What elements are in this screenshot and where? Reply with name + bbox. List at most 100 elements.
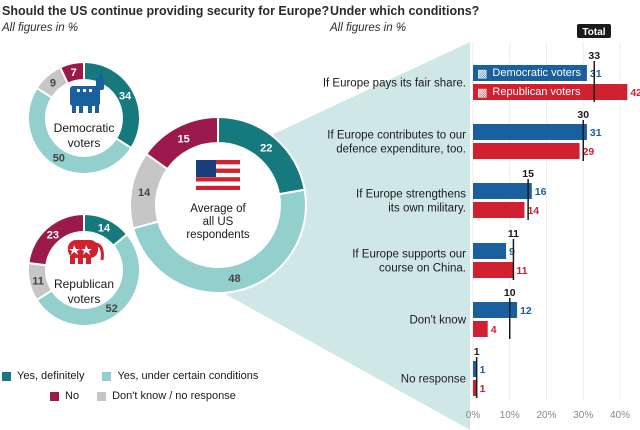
- legend-republican: ▩ Republican voters: [473, 84, 585, 100]
- bar-democratic-value: 12: [520, 305, 532, 317]
- bar-tick-label: 20%: [536, 410, 556, 421]
- donut-legend: Yes, definitely Yes, under certain condi…: [2, 370, 332, 402]
- average-label-line: respondents: [186, 229, 250, 241]
- total-header: Total: [577, 24, 611, 38]
- total-value: 1: [474, 346, 480, 358]
- republican-donut-slice-label: 52: [106, 303, 118, 315]
- bar-republican-value: 11: [516, 265, 527, 277]
- democratic-voters-label-line1: Democratic voters: [54, 121, 115, 150]
- voter-label-line: voters: [68, 136, 101, 150]
- bar-democratic: [473, 243, 507, 259]
- bar-category-label-line: If Europe strengthens: [356, 189, 466, 201]
- bar-democratic: [473, 361, 477, 377]
- legend-swatch-dont-know: [97, 391, 107, 401]
- bar-democratic: [473, 302, 518, 318]
- bar-category-label-line: defence expenditure, too.: [336, 144, 466, 156]
- legend-item-yes-definitely: Yes, definitely: [2, 370, 84, 382]
- legend-label-dont-know: Don't know / no response: [112, 390, 236, 402]
- bar-category-label-line: If Europe pays its fair share.: [323, 78, 466, 90]
- democratic-donut-slice-label: 50: [53, 153, 65, 165]
- donut-to-bars-connector: [218, 42, 470, 430]
- republican-legend-icon: ▩: [477, 86, 488, 99]
- bar-category-label: Don't know: [409, 315, 466, 327]
- donut-charts: 34 50 9 7 14 52 11 23 22 48 14 15: [27, 60, 307, 327]
- bar-democratic: [473, 124, 587, 140]
- bar-tick-label: 10%: [500, 410, 520, 421]
- bar-republican: [473, 321, 488, 337]
- bar-tick-label: 0%: [466, 410, 481, 421]
- bar-republican-value: 29: [583, 146, 595, 158]
- democratic-donut-slice: [27, 86, 133, 175]
- bar-republican-value: 14: [527, 205, 539, 217]
- average-label-line: Average of: [190, 203, 246, 215]
- total-value: 15: [522, 168, 534, 180]
- average-donut-slice: [131, 188, 307, 294]
- bar-republican-value: 4: [491, 324, 497, 336]
- legend-label-yes-conditions: Yes, under certain conditions: [117, 370, 259, 382]
- average-donut-slice-label: 22: [260, 143, 272, 155]
- legend-swatch-no: [50, 391, 59, 401]
- average-donut-slice-label: 14: [138, 187, 151, 199]
- legend-democratic-label: Democratic voters: [492, 67, 582, 79]
- total-value: 10: [504, 287, 516, 299]
- voter-label-line: Republican: [54, 277, 114, 291]
- left-chart-subtitle: All figures in %: [2, 22, 79, 34]
- average-donut-slice-label: 15: [178, 133, 190, 145]
- legend-swatch-yes-conditions: [102, 371, 112, 381]
- republican-donut-slice: [27, 212, 85, 267]
- democratic-donut-slice-label: 34: [119, 90, 132, 102]
- bar-democratic: [473, 183, 532, 199]
- democratic-donut-slice-label: 7: [71, 67, 77, 79]
- bar-category-label-line: its own military.: [388, 203, 466, 215]
- average-donut: 22 48 14 15: [129, 115, 307, 294]
- bar-democratic-value: 16: [535, 186, 547, 198]
- average-donut-slice: [144, 115, 219, 171]
- republican-donut: 14 52 11 23: [27, 212, 141, 327]
- bar-democratic-value: 31: [590, 68, 602, 80]
- bar-republican: [473, 262, 514, 278]
- bar-republican: [473, 143, 580, 159]
- legend-item-yes-conditions: Yes, under certain conditions: [102, 370, 258, 382]
- democratic-donut-center: [47, 81, 121, 155]
- bar-category-label-line: No response: [401, 374, 466, 386]
- bar-category-label-line: Don't know: [409, 315, 466, 327]
- us-flag-icon: [196, 160, 240, 190]
- democrat-donkey-icon: [70, 70, 104, 113]
- right-chart-title: Under which conditions?: [330, 4, 480, 18]
- republican-donut-slice: [35, 232, 141, 327]
- legend-swatch-yes-definitely: [2, 371, 11, 381]
- republican-donut-slice-label: 23: [47, 230, 59, 242]
- bar-category-label-line: If Europe contributes to our: [327, 130, 466, 142]
- bar-republican: [473, 202, 525, 218]
- left-chart-title: Should the US continue providing securit…: [2, 4, 330, 18]
- bar-republican-value: 42: [630, 87, 640, 99]
- bar-category-label: If Europe strengthens its own military.: [356, 189, 466, 215]
- republican-elephant-icon: [68, 240, 104, 264]
- bar-republican-value: 1: [480, 383, 486, 395]
- bar-category-label: If Europe pays its fair share.: [323, 78, 466, 90]
- bar-republican: [473, 380, 477, 396]
- bar-category-label-line: course on China.: [379, 263, 466, 275]
- voter-label-line: voters: [68, 292, 101, 306]
- legend-republican-label: Republican voters: [492, 86, 581, 98]
- republican-donut-slice-label: 14: [98, 222, 111, 234]
- democrat-legend-icon: ▩: [477, 67, 488, 80]
- bar-category-label: No response: [401, 374, 466, 386]
- total-header-label: Total: [582, 27, 605, 38]
- voter-label-line: Democratic: [54, 121, 115, 135]
- average-label: Average of all US respondents: [186, 203, 250, 241]
- total-value: 30: [577, 109, 589, 121]
- bar-tick-label: 30%: [573, 410, 593, 421]
- republican-voters-label: Republican voters: [54, 277, 114, 306]
- democratic-donut-slice: [58, 60, 85, 85]
- average-label-line: all US: [203, 216, 234, 228]
- democratic-donut: 34 50 9 7: [27, 60, 141, 175]
- bar-democratic-value: 9: [509, 246, 515, 258]
- total-value: 11: [508, 228, 519, 240]
- democratic-donut-slice-label: 9: [50, 78, 56, 90]
- bar-category-label: If Europe supports our course on China.: [352, 249, 466, 275]
- total-value: 33: [588, 50, 600, 62]
- bar-democratic-value: 1: [480, 364, 486, 376]
- legend-label-no: No: [65, 390, 80, 402]
